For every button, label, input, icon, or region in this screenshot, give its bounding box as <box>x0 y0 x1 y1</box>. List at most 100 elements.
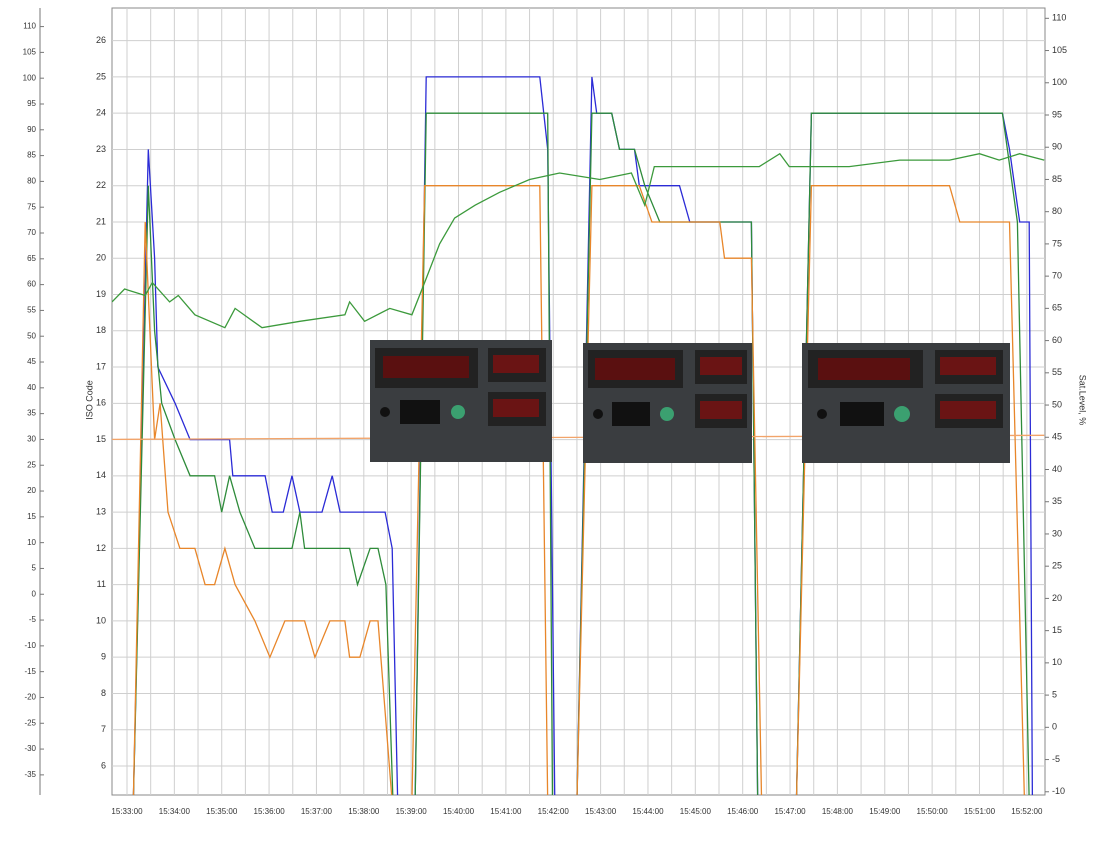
y2-tick-label: 80 <box>1052 206 1062 216</box>
y2-tick-label: 110 <box>1052 13 1066 23</box>
y-tick-label: 15 <box>96 434 106 444</box>
y3-tick-label: 40 <box>27 383 36 392</box>
x-tick-label: 15:49:00 <box>869 807 901 816</box>
y-tick-label: 26 <box>96 35 106 45</box>
y3-tick-label: 25 <box>27 460 36 469</box>
x-tick-label: 15:47:00 <box>774 807 806 816</box>
y3-tick-label: 70 <box>27 228 36 237</box>
y-tick-label: 21 <box>96 216 106 226</box>
y2-tick-label: 5 <box>1052 689 1057 699</box>
y-tick-label: 16 <box>96 398 106 408</box>
y2-tick-label: 100 <box>1052 77 1067 87</box>
x-tick-label: 15:51:00 <box>964 807 996 816</box>
y-tick-label: 11 <box>97 579 106 589</box>
x-tick-label: 15:40:00 <box>443 807 475 816</box>
y3-tick-label: 65 <box>27 254 36 263</box>
y3-tick-label: 105 <box>23 47 37 56</box>
y3-tick-label: 45 <box>27 357 36 366</box>
y-tick-label: 24 <box>96 108 106 118</box>
y3-tick-label: 55 <box>27 306 36 315</box>
y3-tick-label: -25 <box>24 718 36 727</box>
y3-tick-label: 110 <box>23 22 36 31</box>
y3-tick-label: 95 <box>27 99 36 108</box>
x-tick-label: 15:42:00 <box>538 807 570 816</box>
y2-tick-label: 30 <box>1052 528 1062 538</box>
y3-tick-label: -5 <box>29 615 37 624</box>
y-axis-label: ISO Code <box>84 380 94 420</box>
y2-tick-label: -5 <box>1052 754 1060 764</box>
y2-axis-label: Sat.Level, % <box>1078 375 1088 426</box>
meter-photos <box>370 340 1010 463</box>
x-tick-label: 15:35:00 <box>206 807 238 816</box>
y3-tick-label: 60 <box>27 280 36 289</box>
y3-tick-label: -20 <box>24 693 36 702</box>
y2-tick-label: 35 <box>1052 496 1062 506</box>
y2-tick-label: -10 <box>1052 786 1065 796</box>
y3-tick-label: 5 <box>32 564 37 573</box>
meter-photo <box>370 340 552 462</box>
y2-tick-label: 70 <box>1052 271 1062 281</box>
x-tick-label: 15:50:00 <box>917 807 949 816</box>
y-tick-label: 23 <box>96 144 106 154</box>
y2-tick-label: 105 <box>1052 45 1067 55</box>
y-tick-label: 18 <box>96 325 106 335</box>
x-tick-label: 15:33:00 <box>111 807 143 816</box>
y2-tick-label: 40 <box>1052 464 1062 474</box>
y-tick-label: 8 <box>101 688 106 698</box>
x-tick-label: 15:48:00 <box>822 807 854 816</box>
y2-tick-label: 45 <box>1052 432 1062 442</box>
y3-tick-label: 30 <box>27 435 36 444</box>
y2-tick-label: 55 <box>1052 367 1062 377</box>
y2-tick-label: 95 <box>1052 109 1062 119</box>
x-tick-label: 15:37:00 <box>301 807 333 816</box>
y-tick-label: 20 <box>96 253 106 263</box>
y2-tick-label: 60 <box>1052 335 1062 345</box>
x-tick-label: 15:52:00 <box>1011 807 1043 816</box>
y3-tick-label: 85 <box>27 151 36 160</box>
y3-tick-label: 35 <box>27 409 36 418</box>
y3-tick-label: -15 <box>24 667 36 676</box>
y3-tick-label: -30 <box>24 744 36 753</box>
y-tick-label: 25 <box>96 71 106 81</box>
meter-photo <box>802 343 1010 463</box>
y3-tick-label: -10 <box>24 641 36 650</box>
x-tick-label: 15:39:00 <box>396 807 428 816</box>
y2-tick-label: 90 <box>1052 142 1062 152</box>
y2-tick-label: 75 <box>1052 238 1062 248</box>
y3-tick-label: 90 <box>27 125 36 134</box>
y2-tick-label: 85 <box>1052 174 1062 184</box>
y3-tick-label: 50 <box>27 331 36 340</box>
y3-tick-label: 80 <box>27 177 36 186</box>
x-tick-label: 15:38:00 <box>348 807 380 816</box>
y-tick-label: 22 <box>96 180 106 190</box>
x-tick-label: 15:44:00 <box>632 807 664 816</box>
y2-tick-label: 15 <box>1052 625 1062 635</box>
y2-tick-label: 10 <box>1052 657 1062 667</box>
y-tick-label: 9 <box>101 652 106 662</box>
y-tick-label: 12 <box>96 543 106 553</box>
y-tick-label: 7 <box>101 724 106 734</box>
y3-tick-label: 20 <box>27 486 36 495</box>
y-tick-label: 6 <box>101 760 106 770</box>
y-tick-label: 13 <box>96 506 106 516</box>
y-tick-label: 19 <box>96 289 106 299</box>
y-tick-label: 17 <box>96 361 106 371</box>
chart: ISO Code Sat.Level, % 15:33:00 15:34:00 15… <box>0 0 1095 839</box>
x-tick-label: 15:34:00 <box>159 807 191 816</box>
y2-tick-label: 25 <box>1052 561 1062 571</box>
y-tick-label: 14 <box>96 470 106 480</box>
y2-tick-label: 65 <box>1052 303 1062 313</box>
y2-tick-label: 0 <box>1052 722 1057 732</box>
page: ISO Code Sat.Level, % 15:33:00 15:34:00 15… <box>0 0 1095 844</box>
x-tick-label: 15:43:00 <box>585 807 617 816</box>
y-tick-label: 10 <box>96 615 106 625</box>
y3-tick-label: 15 <box>27 512 36 521</box>
y2-tick-label: 50 <box>1052 399 1062 409</box>
x-tick-label: 15:46:00 <box>727 807 759 816</box>
y3-tick-label: 10 <box>27 538 36 547</box>
x-tick-label: 15:36:00 <box>254 807 286 816</box>
y3-tick-label: 75 <box>27 202 36 211</box>
y3-tick-label: 100 <box>23 73 37 82</box>
x-tick-label: 15:45:00 <box>680 807 712 816</box>
meter-photo <box>583 343 752 463</box>
